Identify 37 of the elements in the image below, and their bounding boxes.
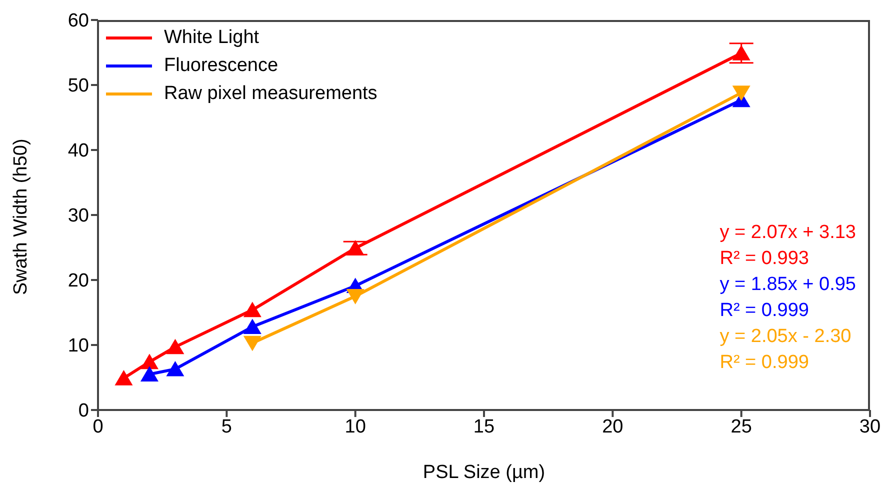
point [732,45,750,60]
annotation: y = 1.85x + 0.95 [720,273,856,297]
y-axis-title: Swath Width (h50) [10,138,32,295]
point [243,318,262,334]
x-tick-label: 0 [92,416,104,438]
x-tick-label: 20 [602,416,624,438]
x-tick-label: 30 [859,416,881,438]
point [243,302,262,318]
point [114,370,133,386]
y-tick-label: 40 [68,140,89,162]
point [346,240,364,256]
y-tick-label: 60 [68,10,89,32]
annotation: R² = 0.999 [720,351,810,375]
x-axis-title: PSL Size (µm) [422,462,546,483]
point [166,360,184,376]
y-tick-label: 10 [68,336,89,357]
point [140,366,158,382]
point [243,336,262,352]
y-tick-label: 20 [68,270,89,292]
point [166,338,184,354]
legend-label: Fluorescence [164,54,278,78]
point [732,86,750,101]
point [140,354,158,370]
x-tick-label: 10 [344,416,366,438]
x-tick-label: 25 [730,416,752,438]
annotation: R² = 0.999 [720,299,810,323]
x-tick-label: 15 [473,416,495,438]
annotation: y = 2.05x - 2.30 [720,325,852,349]
y-tick-label: 30 [68,206,89,227]
point [346,289,364,304]
y-tick-label: 0 [78,400,89,422]
x-tick-label: 5 [221,416,232,438]
annotation: R² = 0.993 [720,247,810,271]
annotation: y = 2.07x + 3.13 [720,221,856,245]
legend-label: White Light [164,26,260,50]
legend-label: Raw pixel measurements [164,82,378,106]
y-tick-label: 50 [68,76,89,97]
